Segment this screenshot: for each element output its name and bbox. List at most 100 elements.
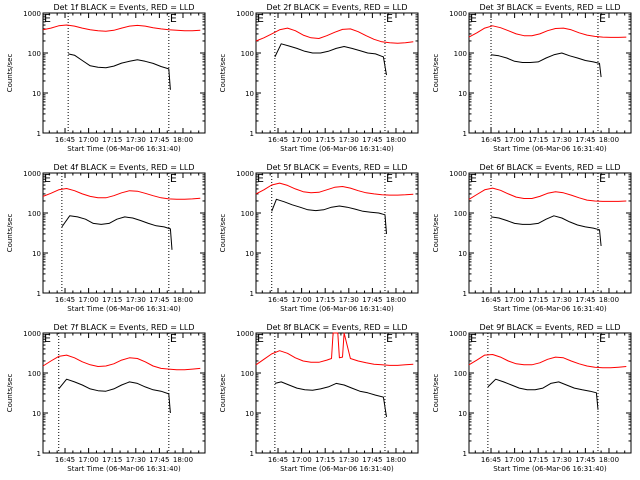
y-tick-label: 1000 [236, 10, 254, 18]
y-axis-label: Counts/sec [6, 374, 14, 413]
x-tick-label: 17:15 [102, 136, 122, 144]
x-tick-label: 17:30 [339, 136, 359, 144]
x-tick-label: 16:45 [268, 136, 288, 144]
x-tick-label: 17:00 [292, 456, 312, 464]
y-tick-label: 100 [241, 370, 254, 378]
event-marker-label: E [599, 332, 606, 345]
x-axis-label: Start Time (06-Mar-06 16:31:40) [493, 465, 607, 473]
plot-frame [42, 12, 206, 134]
y-tick-label: 1 [250, 130, 254, 138]
y-tick-label: 1 [37, 130, 41, 138]
y-tick-label: 1 [37, 450, 41, 458]
x-tick-label: 18:00 [173, 456, 193, 464]
y-tick-label: 100 [241, 210, 254, 218]
x-axis-label: Start Time (06-Mar-06 16:31:40) [67, 465, 181, 473]
y-tick-label: 1000 [23, 330, 41, 338]
plot-frame [255, 172, 419, 294]
events-series-line [490, 215, 602, 247]
range-start-marker: E [257, 172, 264, 185]
x-tick-label: 17:30 [552, 456, 572, 464]
y-tick-label: 10 [245, 410, 254, 418]
y-tick-label: 1 [463, 130, 467, 138]
panel-det-4: Det 4f BLACK = Events, RED = LLD 1 10 100 10… [6, 163, 206, 313]
x-tick-label: 17:45 [362, 296, 382, 304]
panel-grid: Det 1f BLACK = Events, RED = LLD 1 10 100 10… [6, 3, 632, 473]
x-tick-label: 17:45 [362, 456, 382, 464]
y-axis-label: Counts/sec [219, 54, 227, 93]
y-tick-label: 1000 [449, 170, 467, 178]
x-tick-label: 17:15 [102, 296, 122, 304]
x-tick-label: 17:00 [505, 136, 525, 144]
panel-title: Det 2f BLACK = Events, RED = LLD [266, 3, 407, 12]
plot-frame [42, 172, 206, 294]
x-tick-label: 17:30 [126, 456, 146, 464]
x-axis-label: Start Time (06-Mar-06 16:31:40) [67, 145, 181, 153]
y-tick-label: 100 [28, 50, 41, 58]
x-tick-label: 17:45 [149, 136, 169, 144]
lld-series-line [255, 332, 414, 366]
panel-title: Det 1f BLACK = Events, RED = LLD [53, 3, 194, 12]
plot-frame [255, 12, 419, 134]
x-tick-label: 16:45 [55, 136, 75, 144]
panel-title: Det 8f BLACK = Events, RED = LLD [266, 323, 407, 332]
x-tick-label: 18:00 [386, 136, 406, 144]
x-tick-label: 17:15 [315, 456, 335, 464]
plot-frame [468, 12, 632, 134]
panel-title: Det 7f BLACK = Events, RED = LLD [53, 323, 194, 332]
x-tick-label: 17:15 [528, 296, 548, 304]
x-tick-label: 16:45 [481, 456, 501, 464]
events-series-line [274, 43, 387, 76]
x-tick-label: 17:00 [505, 456, 525, 464]
x-tick-label: 18:00 [173, 296, 193, 304]
y-axis-label: Counts/sec [432, 214, 440, 253]
range-start-marker: E [470, 12, 477, 25]
y-axis-label: Counts/sec [6, 54, 14, 93]
x-tick-label: 17:00 [505, 296, 525, 304]
x-axis-label: Start Time (06-Mar-06 16:31:40) [280, 465, 394, 473]
y-tick-label: 10 [32, 410, 41, 418]
range-start-marker: E [257, 12, 264, 25]
y-tick-label: 1 [250, 290, 254, 298]
x-tick-label: 17:30 [552, 296, 572, 304]
panel-title: Det 3f BLACK = Events, RED = LLD [479, 3, 620, 12]
x-tick-label: 17:45 [362, 136, 382, 144]
x-tick-label: 18:00 [599, 456, 619, 464]
x-axis-label: Start Time (06-Mar-06 16:31:40) [493, 145, 607, 153]
lld-series-line [468, 25, 627, 38]
x-tick-label: 17:00 [292, 296, 312, 304]
y-axis-label: Counts/sec [432, 374, 440, 413]
x-tick-label: 17:00 [79, 136, 99, 144]
y-tick-label: 10 [245, 250, 254, 258]
range-start-marker: E [44, 332, 51, 345]
x-tick-label: 18:00 [173, 136, 193, 144]
panel-det-2: Det 2f BLACK = Events, RED = LLD 1 10 100 10… [219, 3, 419, 153]
y-tick-label: 1 [250, 450, 254, 458]
x-tick-label: 17:45 [149, 296, 169, 304]
events-series-line [68, 53, 171, 90]
y-tick-label: 100 [28, 370, 41, 378]
y-tick-label: 10 [245, 90, 254, 98]
y-tick-label: 100 [454, 50, 467, 58]
range-start-marker: E [470, 172, 477, 185]
x-tick-label: 17:45 [575, 296, 595, 304]
x-tick-label: 17:15 [315, 296, 335, 304]
range-start-marker: E [257, 332, 264, 345]
panel-det-7: Det 7f BLACK = Events, RED = LLD 1 10 100 10… [6, 323, 206, 473]
y-axis-label: Counts/sec [6, 214, 14, 253]
y-tick-label: 10 [458, 90, 467, 98]
event-marker-label: E [170, 12, 177, 25]
y-tick-label: 1000 [449, 10, 467, 18]
plot-frame [42, 332, 206, 454]
x-tick-label: 16:45 [481, 296, 501, 304]
event-marker-label: E [386, 332, 393, 345]
y-tick-label: 1 [463, 290, 467, 298]
x-tick-label: 17:30 [126, 136, 146, 144]
x-tick-label: 18:00 [386, 456, 406, 464]
panel-title: Det 6f BLACK = Events, RED = LLD [479, 163, 620, 172]
y-tick-label: 1000 [236, 330, 254, 338]
y-tick-label: 10 [458, 410, 467, 418]
x-tick-label: 17:30 [126, 296, 146, 304]
x-tick-label: 17:45 [149, 456, 169, 464]
panel-det-3: Det 3f BLACK = Events, RED = LLD 1 10 100 10… [432, 3, 632, 153]
